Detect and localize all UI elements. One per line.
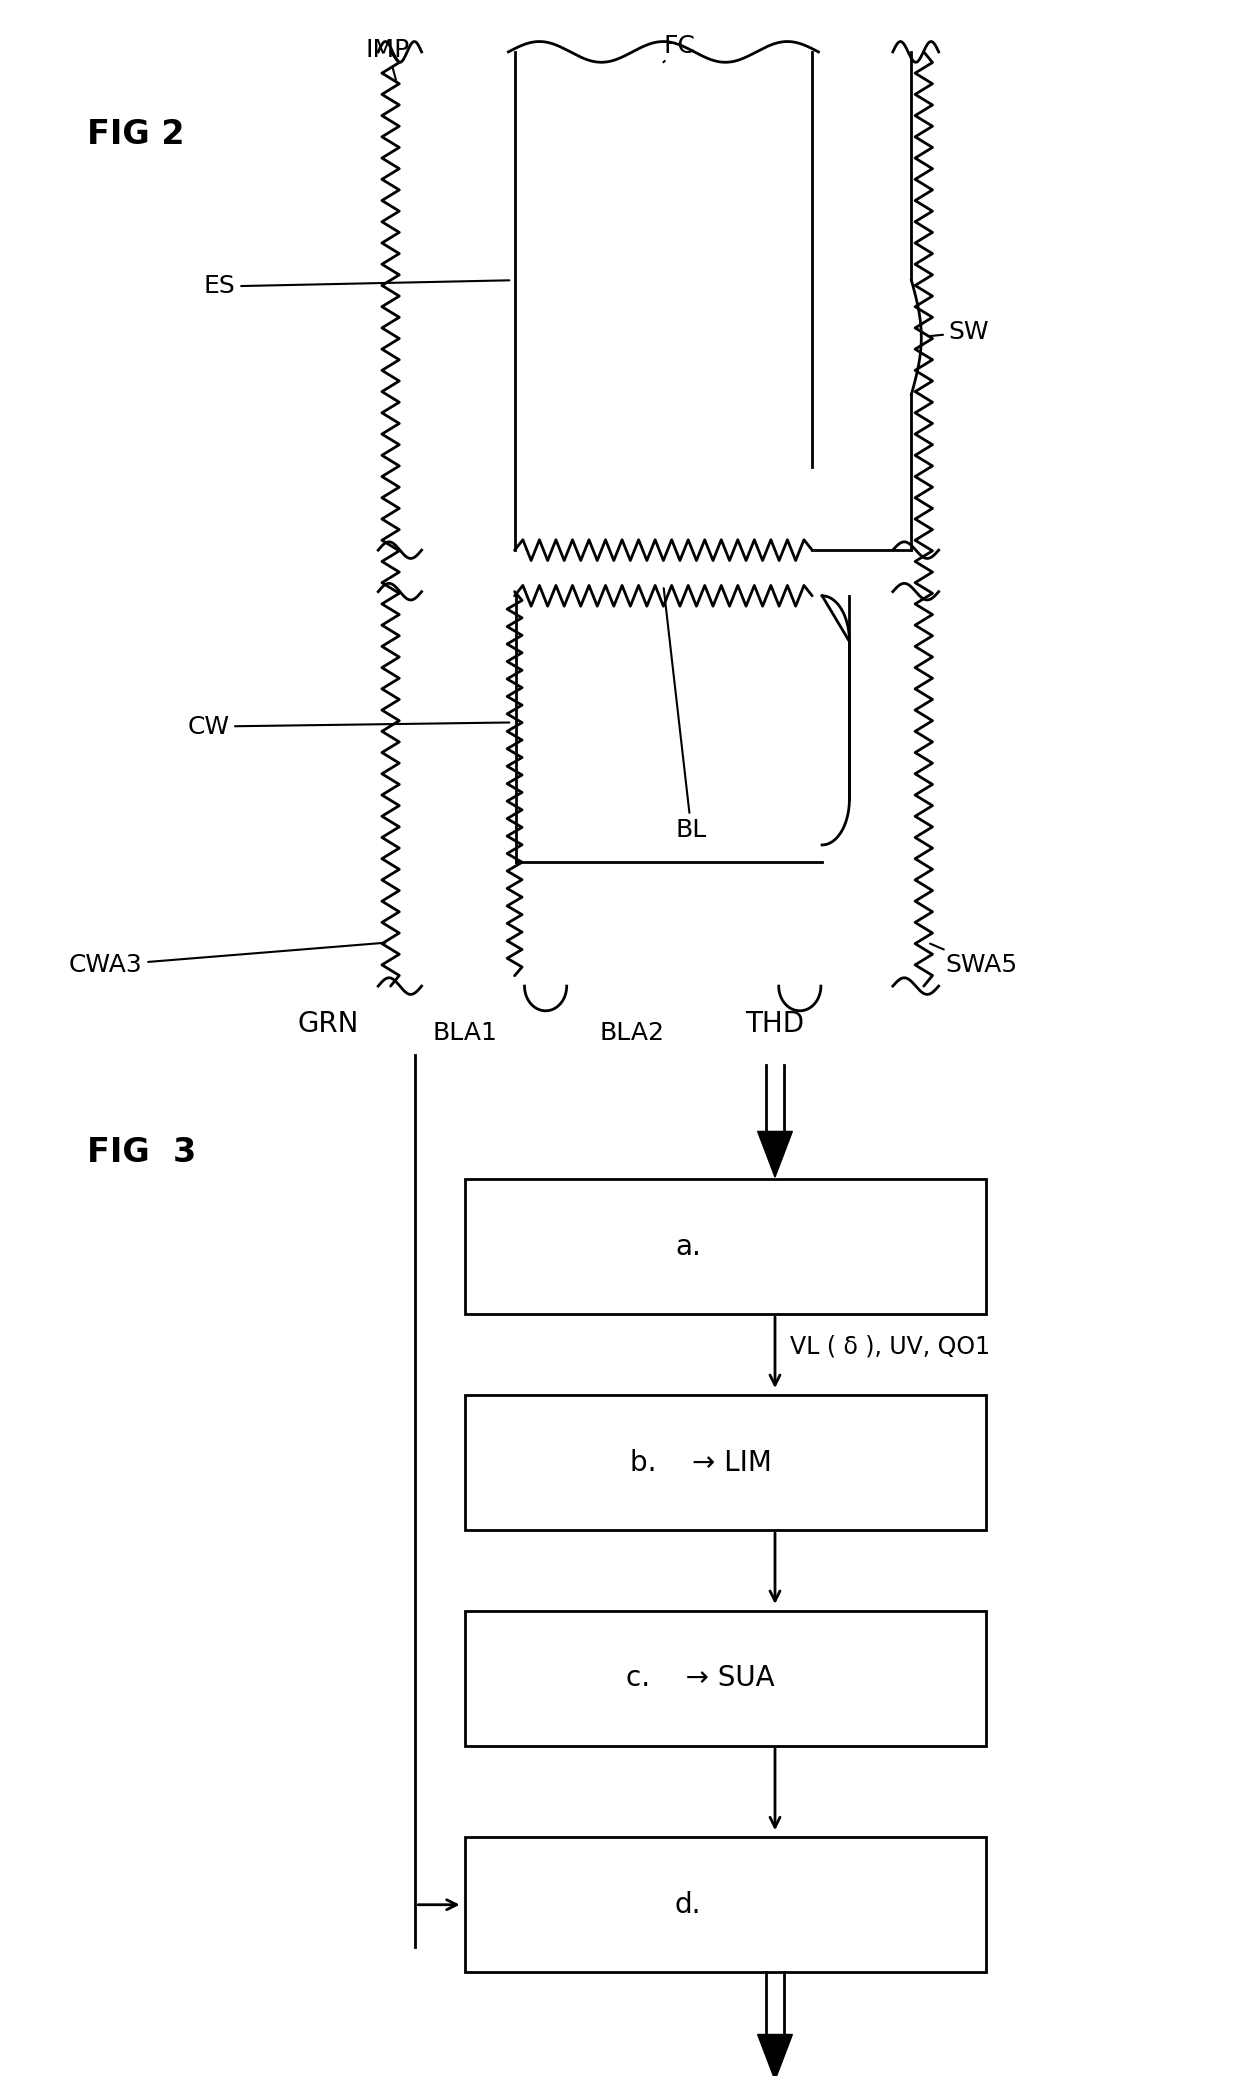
Text: SW: SW [930, 320, 990, 345]
Polygon shape [758, 2034, 792, 2076]
Bar [465, 1395, 986, 1530]
Text: FIG  3: FIG 3 [87, 1136, 196, 1169]
Text: b.    → LIM: b. → LIM [630, 1449, 771, 1476]
Text: THD: THD [745, 1011, 805, 1038]
Text: CW: CW [187, 714, 510, 739]
Bar [465, 1611, 986, 1746]
Bar [465, 1179, 986, 1314]
Text: a.: a. [676, 1233, 701, 1260]
Text: c.    → SUA: c. → SUA [626, 1665, 775, 1692]
Text: CWA3: CWA3 [69, 943, 386, 978]
Polygon shape [758, 1131, 792, 1177]
Text: BLA2: BLA2 [600, 1021, 665, 1046]
Text: FIG 2: FIG 2 [87, 118, 185, 152]
Bar [465, 1837, 986, 1972]
Text: IMP: IMP [366, 37, 410, 81]
Text: FC: FC [663, 33, 696, 62]
Text: BLA1: BLA1 [433, 1021, 497, 1046]
Text: VL ( δ ), UV, QO1: VL ( δ ), UV, QO1 [790, 1335, 990, 1358]
Text: SWA5: SWA5 [930, 945, 1017, 978]
Text: GRN: GRN [298, 1011, 360, 1038]
Text: ES: ES [203, 274, 510, 299]
Text: d.: d. [675, 1891, 702, 1918]
Text: BL: BL [663, 588, 707, 843]
